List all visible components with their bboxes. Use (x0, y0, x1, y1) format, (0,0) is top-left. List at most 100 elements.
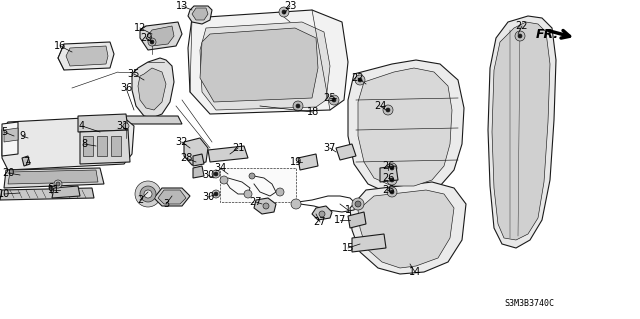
Text: 1: 1 (345, 205, 351, 215)
Circle shape (54, 180, 62, 188)
Text: 32: 32 (176, 137, 188, 147)
Text: 17: 17 (334, 215, 346, 225)
Polygon shape (352, 234, 386, 252)
Polygon shape (188, 6, 212, 24)
Polygon shape (298, 154, 318, 170)
Polygon shape (188, 10, 348, 114)
Text: S3M3B3740C: S3M3B3740C (504, 299, 554, 308)
Text: 22: 22 (516, 21, 528, 31)
Text: 22: 22 (352, 73, 364, 83)
Polygon shape (193, 154, 204, 166)
Text: 11: 11 (48, 185, 60, 195)
Text: 16: 16 (54, 41, 66, 51)
Polygon shape (132, 58, 174, 118)
Text: 2: 2 (137, 195, 143, 205)
Circle shape (150, 40, 154, 44)
Text: 9: 9 (19, 131, 25, 141)
Circle shape (319, 211, 325, 217)
Text: 31: 31 (116, 121, 128, 131)
Text: 18: 18 (307, 107, 319, 117)
Circle shape (263, 203, 269, 209)
Circle shape (135, 181, 161, 207)
Polygon shape (348, 60, 464, 194)
Polygon shape (122, 116, 182, 124)
Text: 10: 10 (0, 189, 10, 199)
Text: 37: 37 (324, 143, 336, 153)
Circle shape (56, 182, 60, 186)
Circle shape (140, 186, 156, 202)
Circle shape (383, 105, 393, 115)
Text: 25: 25 (324, 93, 336, 103)
Polygon shape (193, 166, 204, 178)
Polygon shape (140, 22, 182, 50)
Text: 26: 26 (382, 185, 394, 195)
Text: 19: 19 (290, 157, 302, 167)
Circle shape (212, 190, 220, 198)
Text: 30: 30 (202, 192, 214, 202)
Text: 36: 36 (120, 83, 132, 93)
Circle shape (386, 108, 390, 112)
Polygon shape (192, 8, 208, 20)
Polygon shape (8, 170, 98, 184)
Circle shape (282, 10, 286, 14)
Circle shape (352, 198, 364, 210)
Circle shape (291, 199, 301, 209)
Text: 28: 28 (180, 153, 192, 163)
Circle shape (212, 170, 220, 178)
Text: 8: 8 (81, 139, 87, 149)
Polygon shape (358, 190, 454, 268)
Polygon shape (4, 168, 104, 188)
Circle shape (296, 104, 300, 108)
Text: 12: 12 (134, 23, 146, 33)
Polygon shape (138, 68, 166, 110)
Circle shape (355, 75, 365, 85)
Polygon shape (200, 28, 318, 102)
Text: 4: 4 (79, 121, 85, 131)
Polygon shape (208, 146, 248, 162)
Circle shape (214, 172, 218, 176)
Polygon shape (348, 212, 366, 228)
Circle shape (144, 190, 152, 198)
Text: 21: 21 (232, 143, 244, 153)
Polygon shape (2, 122, 18, 156)
Text: 29: 29 (140, 33, 152, 43)
Text: 24: 24 (374, 101, 386, 111)
Polygon shape (111, 136, 121, 156)
FancyBboxPatch shape (220, 168, 296, 202)
Text: 5: 5 (1, 127, 7, 137)
Text: 23: 23 (284, 1, 296, 11)
Text: 15: 15 (342, 243, 354, 253)
Circle shape (220, 176, 228, 184)
Circle shape (123, 123, 129, 129)
Text: 26: 26 (382, 161, 394, 171)
Polygon shape (154, 188, 190, 206)
Polygon shape (52, 186, 80, 198)
Polygon shape (80, 130, 130, 164)
Circle shape (358, 78, 362, 82)
Text: 7: 7 (23, 157, 29, 167)
Text: 26: 26 (382, 173, 394, 183)
Circle shape (249, 173, 255, 179)
Polygon shape (0, 188, 94, 200)
Text: 20: 20 (2, 168, 14, 178)
Polygon shape (97, 136, 107, 156)
Polygon shape (200, 22, 330, 110)
Polygon shape (83, 136, 93, 156)
Circle shape (355, 201, 361, 207)
Circle shape (390, 166, 394, 170)
Text: 27: 27 (250, 197, 262, 207)
Polygon shape (58, 42, 114, 70)
Polygon shape (184, 138, 208, 165)
Polygon shape (4, 128, 18, 142)
Polygon shape (350, 182, 466, 274)
Text: FR.: FR. (536, 27, 559, 41)
Circle shape (387, 175, 397, 185)
Circle shape (387, 187, 397, 197)
Text: 13: 13 (176, 1, 188, 11)
Polygon shape (2, 116, 134, 170)
Circle shape (244, 190, 252, 198)
Circle shape (276, 188, 284, 196)
Circle shape (214, 192, 218, 196)
Circle shape (515, 31, 525, 41)
Circle shape (293, 101, 303, 111)
